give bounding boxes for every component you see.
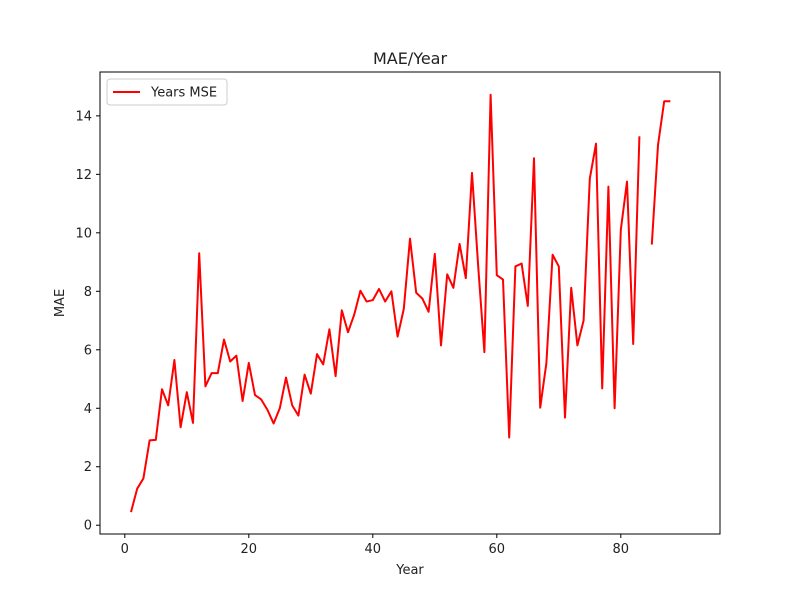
y-axis-ticks: 0 2 4 6 8 10 12 14 — [75, 109, 100, 534]
y-tick-label: 6 — [84, 343, 92, 358]
chart-title: MAE/Year — [373, 49, 448, 68]
y-axis-label: MAE — [53, 289, 68, 317]
legend-box — [106, 78, 228, 106]
y-tick-label: 8 — [84, 285, 92, 300]
series-lines — [130, 93, 671, 513]
x-tick-label: 40 — [365, 542, 382, 557]
y-tick-label: 14 — [75, 109, 92, 124]
legend: Years MSE — [106, 78, 228, 106]
x-axis-label: Year — [395, 563, 424, 578]
x-tick-label: 20 — [241, 542, 258, 557]
series-line-years-mse — [130, 93, 671, 513]
legend-label-years-mse: Years MSE — [150, 86, 217, 101]
plot-frame — [99, 71, 721, 535]
y-tick-label: 10 — [75, 226, 92, 241]
y-tick-label: 2 — [84, 460, 92, 475]
x-tick-label: 0 — [121, 542, 129, 557]
y-tick-label: 0 — [84, 519, 92, 534]
x-tick-label: 80 — [613, 542, 630, 557]
x-axis-ticks: 0 20 40 60 80 — [121, 534, 629, 557]
y-tick-label: 12 — [75, 168, 92, 183]
x-tick-label: 60 — [489, 542, 506, 557]
y-tick-label: 4 — [84, 402, 92, 417]
